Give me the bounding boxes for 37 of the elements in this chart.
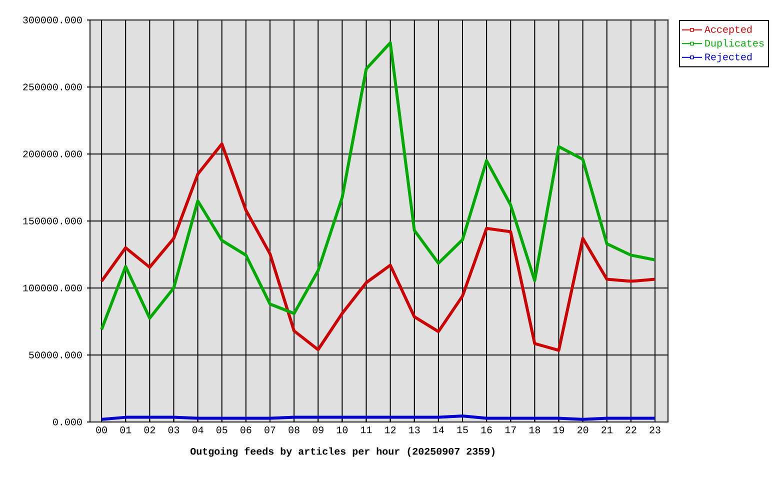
x-tick-label: 05	[216, 426, 228, 434]
x-tick-label: 16	[481, 426, 492, 434]
x-tick-label: 20	[578, 426, 588, 434]
x-tick-label: 03	[168, 426, 180, 434]
x-tick-label: 21	[602, 426, 612, 434]
legend-label: Duplicates	[705, 39, 764, 49]
x-tick-label: 12	[385, 426, 396, 434]
x-tick-label: 08	[288, 426, 300, 434]
x-tick-label: 10	[336, 426, 348, 434]
legend-label: Accepted	[704, 26, 752, 35]
x-tick-label: 14	[433, 426, 444, 434]
y-tick-label: 300000.000	[23, 16, 82, 24]
y-tick-label: 200000.000	[23, 150, 82, 158]
x-tick-label: 19	[553, 426, 564, 434]
y-tick-label: 100000.000	[23, 284, 82, 292]
line-series	[100, 41, 657, 332]
x-tick-label: 06	[240, 426, 252, 434]
x-tick-label: 07	[264, 426, 276, 434]
x-axis-title: Outgoing feeds by articles per hour (20250907 2359)	[190, 447, 494, 457]
x-tick-label: 00	[96, 426, 107, 434]
x-tick-label: 17	[505, 426, 516, 434]
y-tick-label: 0.000	[53, 418, 82, 426]
x-tick-label: 18	[529, 426, 540, 434]
y-tick-label: 150000.000	[23, 218, 82, 224]
x-tick-label: 23	[650, 426, 660, 434]
x-tick-label: 22	[626, 426, 636, 434]
x-tick-label: 04	[192, 426, 204, 434]
x-tick-label: 02	[144, 426, 155, 434]
x-tick-label: 15	[457, 426, 468, 434]
y-tick-label: 250000.000	[23, 84, 82, 90]
x-tick-label: 13	[409, 426, 420, 434]
x-tick-label: 11	[360, 426, 372, 434]
x-tick-label: 09	[312, 426, 324, 434]
x-tick-label: 01	[120, 426, 132, 434]
y-tick-label: 50000.000	[29, 352, 82, 358]
line-series	[100, 142, 657, 352]
legend-label: Rejected	[705, 52, 752, 62]
